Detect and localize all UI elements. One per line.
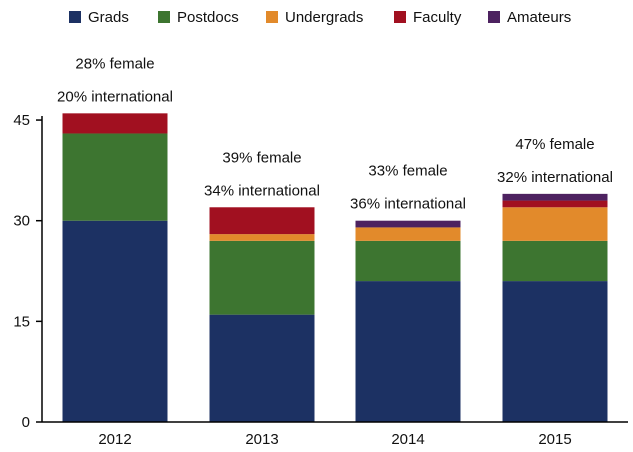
legend-swatch-postdocs bbox=[158, 11, 170, 23]
bar-undergrads-2014 bbox=[355, 227, 461, 241]
x-tick-label: 2015 bbox=[538, 431, 571, 448]
bar-faculty-2013 bbox=[209, 207, 315, 235]
legend-label-grads: Grads bbox=[88, 9, 129, 26]
x-tick-label: 2012 bbox=[98, 431, 131, 448]
bar-grads-2012 bbox=[62, 220, 168, 422]
bar-faculty-2012 bbox=[62, 113, 168, 134]
y-axis-ticks: 0 15 30 45 bbox=[13, 112, 42, 431]
legend-label-faculty: Faculty bbox=[413, 9, 462, 26]
bar-grads-2014 bbox=[355, 281, 461, 422]
y-tick-label: 0 bbox=[22, 414, 30, 431]
legend-label-amateurs: Amateurs bbox=[507, 9, 571, 26]
bar-postdocs-2012 bbox=[62, 133, 168, 221]
annotation-2014-international: 36% international bbox=[350, 196, 466, 213]
legend-swatch-faculty bbox=[394, 11, 406, 23]
bars bbox=[62, 113, 608, 422]
annotation-2014-female: 33% female bbox=[368, 163, 447, 180]
legend-label-postdocs: Postdocs bbox=[177, 9, 239, 26]
annotation-2012-female: 28% female bbox=[75, 55, 154, 72]
bar-undergrads-2013 bbox=[209, 234, 315, 241]
bar-amateurs-2015 bbox=[502, 193, 608, 201]
annotation-2015-international: 32% international bbox=[497, 169, 613, 186]
bar-grads-2015 bbox=[502, 281, 608, 422]
x-tick-label: 2014 bbox=[391, 431, 424, 448]
legend: Grads Postdocs Undergrads Faculty Amateurs bbox=[69, 9, 571, 26]
bar-postdocs-2013 bbox=[209, 240, 315, 315]
annotation-2013-female: 39% female bbox=[222, 149, 301, 166]
annotation-2015-female: 47% female bbox=[515, 136, 594, 153]
y-tick-label: 30 bbox=[13, 213, 30, 230]
y-tick-label: 15 bbox=[13, 313, 30, 330]
y-tick-label: 45 bbox=[13, 112, 30, 129]
legend-swatch-grads bbox=[69, 11, 81, 23]
annotation-2013-international: 34% international bbox=[204, 182, 320, 199]
bar-amateurs-2014 bbox=[355, 220, 461, 228]
bar-postdocs-2015 bbox=[502, 240, 608, 282]
bar-postdocs-2014 bbox=[355, 240, 461, 282]
annotation-2012-international: 20% international bbox=[57, 88, 173, 105]
bar-undergrads-2015 bbox=[502, 207, 608, 241]
bar-grads-2013 bbox=[209, 314, 315, 422]
x-axis-labels: 2012 2013 2014 2015 bbox=[98, 431, 571, 448]
bar-annotations: 28% female 20% international 39% female 34%… bbox=[57, 55, 613, 212]
x-tick-label: 2013 bbox=[245, 431, 278, 448]
bar-faculty-2015 bbox=[502, 200, 608, 208]
legend-label-undergrads: Undergrads bbox=[285, 9, 363, 26]
legend-swatch-undergrads bbox=[266, 11, 278, 23]
legend-swatch-amateurs bbox=[488, 11, 500, 23]
